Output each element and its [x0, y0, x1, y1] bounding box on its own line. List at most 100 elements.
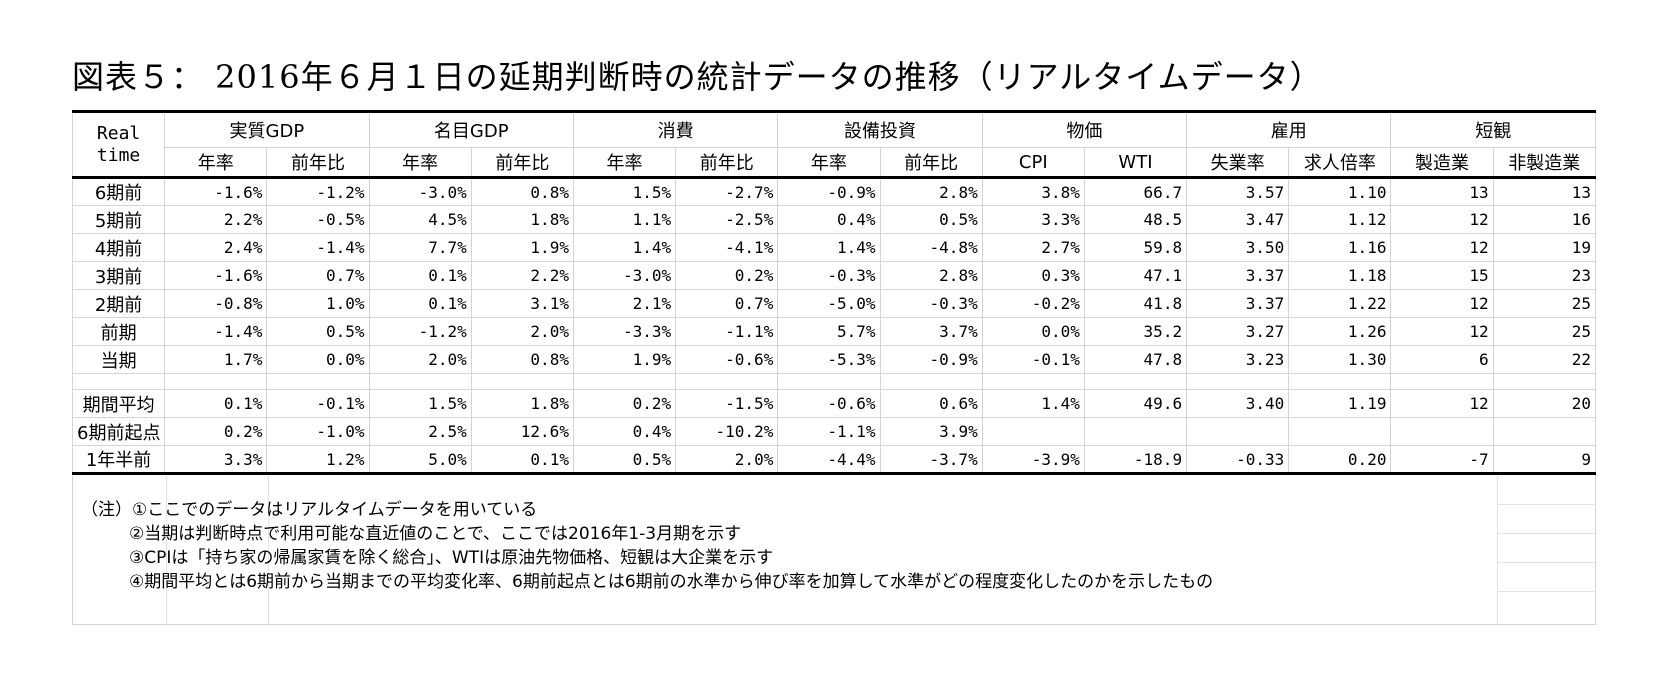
table-cell: -0.1%	[266, 389, 370, 418]
table-cell: 2.1%	[572, 289, 677, 318]
table-cell: 12	[1390, 317, 1494, 346]
realtime-header-line2: time	[96, 144, 141, 166]
spacer-cell	[164, 373, 268, 390]
realtime-header-line1: Real	[96, 122, 141, 144]
group-header: 実質GDP	[164, 110, 370, 148]
table-cell: -5.0%	[777, 289, 881, 318]
table-cell: 0.1%	[164, 389, 268, 418]
table-cell: 1.22	[1288, 289, 1392, 318]
table-cell: -0.3%	[777, 261, 881, 290]
table-cell: 35.2	[1083, 317, 1188, 346]
table-cell: 2.7%	[981, 233, 1085, 262]
table-cell: 1.12	[1288, 205, 1392, 234]
table-cell	[1288, 417, 1392, 446]
table-cell: 0.5%	[572, 445, 677, 475]
table-cell: 20	[1492, 389, 1597, 418]
table-row: 3期前 -1.6% 0.7% 0.1% 2.2% -3.0% 0.2% -0.3% 2.8% 0.…	[71, 261, 1597, 290]
table-cell: 2.0%	[470, 317, 574, 346]
table-cell: 3.50	[1186, 233, 1290, 262]
realtime-header: Real time	[71, 110, 166, 178]
spacer-row	[71, 373, 1597, 390]
table-cell: -3.3%	[572, 317, 677, 346]
column-header: 年率	[777, 147, 881, 178]
table-cell: 2.2%	[164, 205, 268, 234]
table-cell: 16	[1492, 205, 1597, 234]
table-cell: 0.1%	[368, 261, 472, 290]
spacer-cell	[1492, 373, 1597, 390]
row-label: 当期	[71, 345, 166, 374]
table-cell: 3.3%	[981, 205, 1085, 234]
table-cell: 3.3%	[164, 445, 268, 475]
table-cell: -0.9%	[777, 176, 881, 206]
column-header: 年率	[572, 147, 677, 178]
spacer-cell	[1390, 373, 1494, 390]
spacer-cell	[981, 373, 1085, 390]
table-cell: -1.2%	[368, 317, 472, 346]
table-cell: 13	[1492, 176, 1597, 206]
table-cell: 47.8	[1083, 345, 1188, 374]
table-row: 当期 1.7% 0.0% 2.0% 0.8% 1.9% -0.6% -5.3% -0.9% -0.…	[71, 345, 1597, 374]
table-cell: 4.5%	[368, 205, 472, 234]
table-cell: 59.8	[1083, 233, 1188, 262]
table-cell: -1.1%	[777, 417, 881, 446]
table-cell: 2.5%	[368, 417, 472, 446]
table-cell: -0.3%	[879, 289, 983, 318]
table-row: 6期前起点 0.2% -1.0% 2.5% 12.6% 0.4% -10.2% -1.1% 3.…	[71, 417, 1597, 446]
table-cell: 3.40	[1186, 389, 1290, 418]
row-label: 5期前	[71, 205, 166, 234]
table-cell: 1.19	[1288, 389, 1392, 418]
spacer-cell	[368, 373, 472, 390]
column-header: CPI	[981, 147, 1085, 178]
table-row: 4期前 2.4% -1.4% 7.7% 1.9% 1.4% -4.1% 1.4% -4.8% 2.…	[71, 233, 1597, 262]
table-cell: 15	[1390, 261, 1494, 290]
table-cell: 2.0%	[368, 345, 472, 374]
table-cell: 1.8%	[470, 205, 574, 234]
table-row: 2期前 -0.8% 1.0% 0.1% 3.1% 2.1% 0.7% -5.0% -0.3% -0…	[71, 289, 1597, 318]
table-cell	[981, 417, 1085, 446]
table-cell: 1.4%	[777, 233, 881, 262]
header-row-groups: Real time 実質GDP 名目GDP 消費 設備投資 物価 雇用 短観	[71, 110, 1596, 178]
spacer-cell	[1186, 373, 1290, 390]
table-cell: 0.3%	[981, 261, 1085, 290]
table-cell: -0.6%	[777, 389, 881, 418]
table-cell: 0.5%	[266, 317, 370, 346]
table-cell: -4.1%	[675, 233, 779, 262]
row-label: 3期前	[71, 261, 166, 290]
table-cell: -0.33	[1186, 445, 1290, 475]
table-row: 前期 -1.4% 0.5% -1.2% 2.0% -3.3% -1.1% 5.7% 3.7% 0.…	[71, 317, 1597, 346]
column-header: 前年比	[675, 147, 779, 178]
table-cell: 12	[1390, 205, 1494, 234]
table-cell: 2.0%	[675, 445, 779, 475]
table-cell: 5.0%	[368, 445, 472, 475]
table-cell: 2.8%	[879, 261, 983, 290]
table-cell: 3.47	[1186, 205, 1290, 234]
table-cell: 0.20	[1288, 445, 1392, 475]
table-cell: 3.8%	[981, 176, 1085, 206]
table-cell: -4.4%	[777, 445, 881, 475]
notes-block: （注）①ここでのデータはリアルタイムデータを用いている ②当期は判断時点で利用可…	[72, 475, 1596, 625]
table-cell: 3.1%	[470, 289, 574, 318]
group-header: 名目GDP	[368, 110, 574, 148]
statistics-table: Real time 実質GDP 名目GDP 消費 設備投資 物価 雇用 短観 年率 前年比 年率…	[71, 110, 1597, 475]
table-cell: 9	[1492, 445, 1597, 475]
table-cell: 12	[1390, 389, 1494, 418]
table-cell: 2.2%	[470, 261, 574, 290]
table-cell: 0.4%	[572, 417, 677, 446]
page-title: 図表５： 2016年６月１日の延期判断時の統計データの推移（リアルタイムデータ）	[72, 58, 1323, 96]
column-header: 年率	[368, 147, 472, 178]
column-header: 製造業	[1390, 147, 1494, 178]
table-cell	[1186, 417, 1290, 446]
note-3: ③CPIは「持ち家の帰属家賃を除く総合」、WTIは原油先物価格、短観は大企業を示…	[129, 548, 774, 568]
table-cell: -1.4%	[266, 233, 370, 262]
table-cell: 6	[1390, 345, 1494, 374]
table-cell: 25	[1492, 289, 1597, 318]
spacer-cell	[572, 373, 677, 390]
table-cell	[1390, 417, 1494, 446]
table-cell: 1.4%	[572, 233, 677, 262]
table-cell: 0.5%	[879, 205, 983, 234]
table-cell: -1.0%	[266, 417, 370, 446]
table-cell: -3.0%	[572, 261, 677, 290]
table-cell: 25	[1492, 317, 1597, 346]
note-1: （注）①ここでのデータはリアルタイムデータを用いている	[81, 500, 538, 520]
table-cell: 0.8%	[470, 176, 574, 206]
